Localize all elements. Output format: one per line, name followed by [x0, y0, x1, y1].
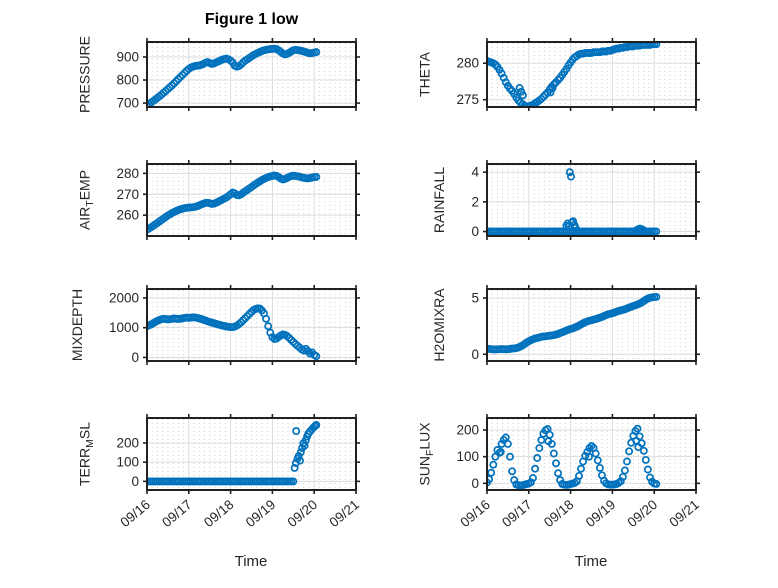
tick-marks — [483, 285, 700, 365]
y-tick-label: 900 — [116, 49, 139, 64]
tick-marks — [483, 38, 700, 111]
series-sun_flux — [487, 424, 661, 490]
subplot-sun_flux: 0 100 200 SUNFLUX 09/16 09/17 09/18 09/19 09/20 0… — [416, 414, 702, 530]
series-rainfall — [487, 168, 661, 236]
series-pressure — [147, 44, 321, 107]
y-axis-label-mixdepth: MIXDEPTH — [69, 289, 85, 361]
major-grid — [147, 289, 356, 361]
tick-marks — [143, 285, 360, 365]
series-mixdepth — [147, 304, 321, 361]
y-tick-label: 280 — [116, 166, 139, 181]
major-grid — [147, 164, 356, 236]
y-tick-label: 4 — [471, 165, 479, 180]
tick-marks — [483, 414, 700, 494]
tick-marks — [143, 160, 360, 240]
subplot-air_temp: 260 270 280 AIRTEMP — [76, 160, 360, 240]
major-grid — [147, 418, 356, 490]
y-tick-label: 200 — [456, 423, 479, 438]
x-tick-label: 09/17 — [499, 497, 535, 530]
series-theta — [487, 42, 661, 107]
x-axis-label-left: Time — [234, 553, 268, 570]
y-axis-label-sun_flux: SUNFLUX — [416, 422, 436, 486]
y-tick-label: 100 — [456, 449, 479, 464]
series-h2omixra — [487, 292, 661, 354]
y-tick-label: 1000 — [109, 320, 139, 335]
y-tick-label: 100 — [116, 455, 139, 470]
y-axis-label-h2omixra: H2OMIXRA — [431, 288, 447, 362]
y-axis-label-terr_msl: TERRMSL — [76, 422, 96, 486]
y-tick-label: 260 — [116, 208, 139, 223]
y-tick-label: 5 — [471, 291, 479, 306]
y-tick-label: 2 — [471, 194, 479, 209]
x-tick-label: 09/16 — [457, 497, 493, 530]
x-tick-label: 09/21 — [666, 497, 702, 530]
x-tick-label: 09/18 — [541, 497, 577, 530]
tick-marks — [483, 160, 700, 240]
tick-marks — [143, 414, 360, 494]
y-tick-label: 0 — [131, 350, 139, 365]
x-tick-label: 09/20 — [625, 497, 661, 530]
minor-grid — [151, 290, 352, 360]
subplot-theta: 275 280 THETA — [416, 38, 700, 111]
x-tick-label: 09/21 — [326, 497, 362, 530]
x-tick-label: 09/19 — [243, 497, 279, 530]
series-terr_msl — [147, 420, 321, 486]
major-grid — [487, 289, 696, 361]
y-axis-label-air_temp: AIRTEMP — [76, 170, 96, 230]
minor-grid — [491, 43, 692, 106]
x-tick-label: 09/18 — [201, 497, 237, 530]
minor-grid — [151, 43, 352, 106]
x-tick-label: 09/20 — [285, 497, 321, 530]
x-tick-label: 09/17 — [159, 497, 195, 530]
minor-grid — [151, 165, 352, 235]
y-tick-label: 2000 — [109, 290, 139, 305]
y-tick-label: 280 — [456, 56, 479, 71]
x-tick-label: 09/16 — [117, 497, 153, 530]
series-air_temp — [147, 171, 321, 234]
y-tick-label: 0 — [471, 347, 479, 362]
y-axis-label-rainfall: RAINFALL — [431, 167, 447, 233]
y-tick-label: 200 — [116, 435, 139, 450]
y-tick-label: 700 — [116, 96, 139, 111]
y-axis-label-pressure: PRESSURE — [76, 36, 92, 113]
y-tick-label: 0 — [131, 474, 139, 489]
minor-grid — [491, 165, 692, 235]
y-tick-label: 800 — [116, 73, 139, 88]
tick-marks — [143, 38, 360, 111]
subplot-h2omixra: 0 5 H2OMIXRA — [431, 285, 700, 365]
figure-title: Figure 1 low — [204, 11, 299, 28]
subplot-mixdepth: 0 1000 2000 MIXDEPTH — [69, 285, 360, 365]
x-tick-label: 09/19 — [583, 497, 619, 530]
x-axis-label-right: Time — [574, 553, 608, 570]
y-tick-label: 270 — [116, 187, 139, 202]
y-tick-label: 0 — [471, 224, 479, 239]
y-axis-label-theta: THETA — [416, 51, 432, 97]
subplot-pressure: 700 800 900 PRESSURE — [76, 36, 360, 113]
y-tick-label: 0 — [471, 476, 479, 491]
subplot-rainfall: 0 2 4 RAINFALL — [431, 160, 700, 240]
subplot-terr_msl: 0 100 200 TERRMSL 09/16 09/17 09/18 09/19 09/20 0… — [76, 414, 362, 530]
y-tick-label: 275 — [456, 92, 479, 107]
